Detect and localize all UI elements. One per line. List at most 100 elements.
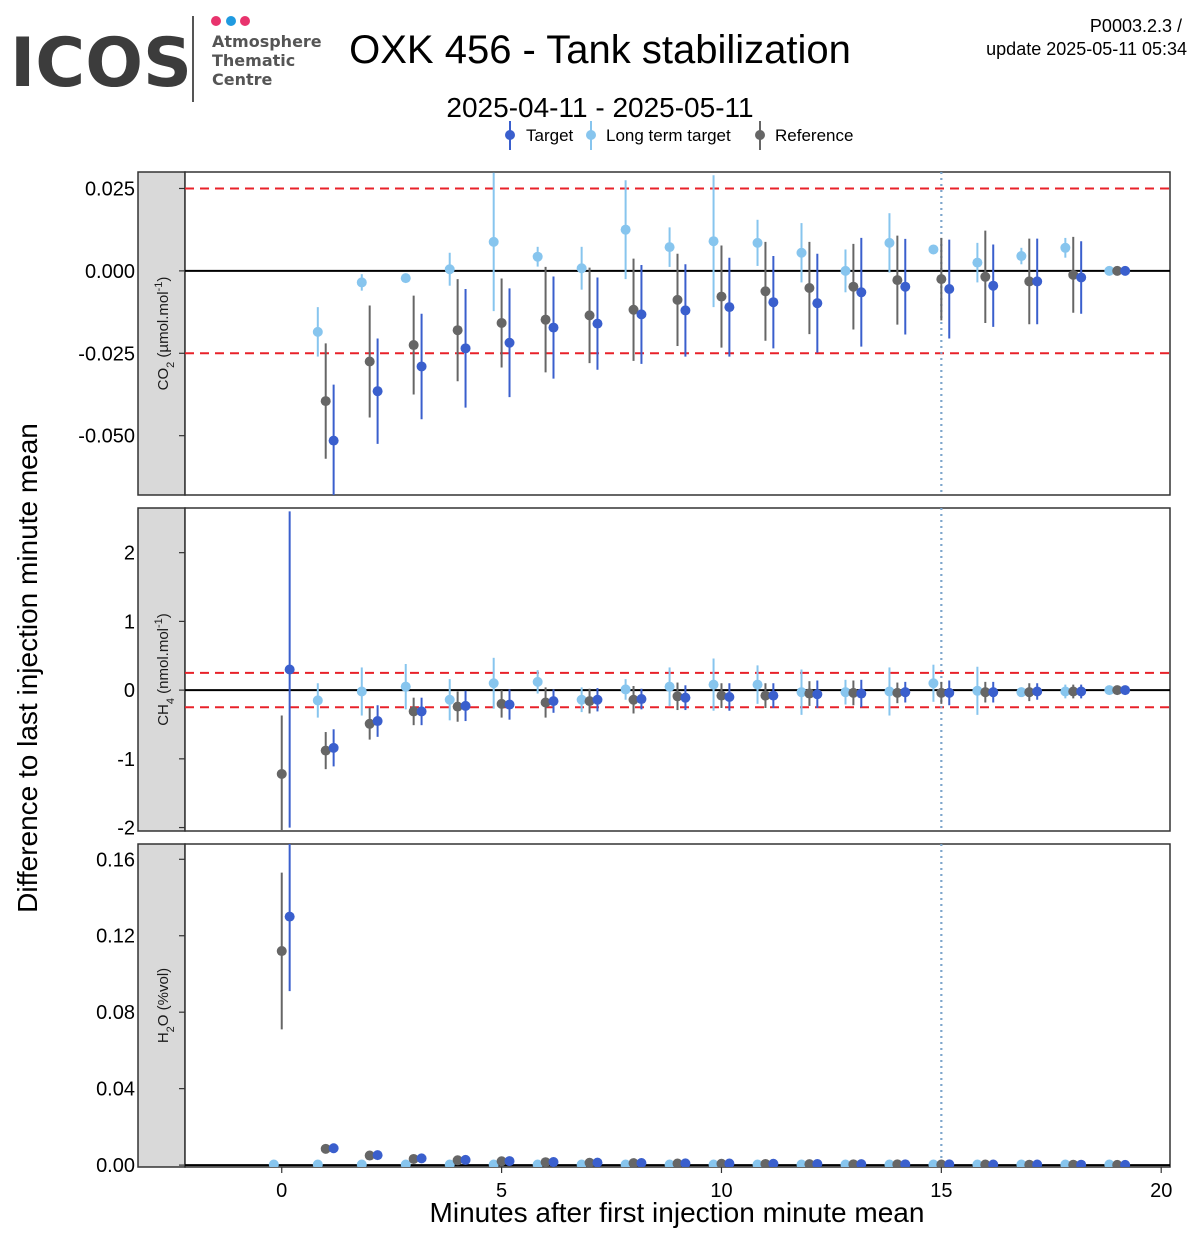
legend-label: Target [526,126,574,145]
update-timestamp: update 2025-05-11 05:34 [986,39,1187,59]
data-point [988,687,999,698]
series [284,511,1131,828]
data-point [724,691,735,702]
data-point [664,1159,675,1167]
data-point [628,694,639,705]
data-point [540,1157,551,1167]
data-point [1076,686,1087,697]
data-point [1024,1159,1035,1167]
data-point [364,356,375,367]
x-tick-label: 20 [1150,1180,1172,1202]
data-point [972,1159,983,1167]
y-tick-label: 0.12 [96,926,135,948]
data-point [444,694,455,705]
data-point [636,309,647,320]
data-point [936,687,947,698]
data-point [1024,276,1035,287]
data-point [532,251,543,262]
legend-label: Reference [775,126,853,145]
data-point [1024,687,1035,698]
data-point [928,244,939,255]
data-point [768,690,779,701]
panel: H2O (%vol) 0.00 0.04 0.08 0.12 0.16 [96,843,1171,1177]
data-point [796,1159,807,1167]
data-point [488,236,499,247]
data-point [760,1158,771,1167]
data-point [620,224,631,235]
data-point [620,1159,631,1167]
y-tick-label: 0.16 [96,849,135,871]
y-tick-label: -0.025 [78,343,135,365]
y-tick-label: 0 [124,680,135,702]
data-point [504,1156,515,1167]
icos-logo: ICOS Atmosphere Thematic Centre [10,16,322,103]
data-point [416,361,427,372]
y-tick-label: 2 [124,543,135,565]
data-point [1112,1159,1123,1167]
data-point [636,694,647,705]
legend-label: Long term target [606,126,731,145]
data-point [848,687,859,698]
y-tick-label: 1 [124,611,135,633]
data-point [496,1156,507,1167]
data-point [444,1159,455,1167]
data-point [900,687,911,698]
legend-entry: Long term target [586,121,731,150]
legend-entry: Target [505,121,574,150]
data-point [496,317,507,328]
data-point [980,1159,991,1167]
logo-dot [226,16,236,26]
data-point [372,386,383,397]
data-point [408,340,419,351]
data-point [312,1159,323,1167]
data-point [664,681,675,692]
data-point [328,1143,339,1154]
data-point [576,263,587,274]
data-point [804,1159,815,1167]
data-point [928,678,939,689]
series [276,872,1123,1167]
data-point [716,291,727,302]
data-point [400,681,411,692]
y-axis-title: Difference to last injection minute mean [12,423,43,913]
series [276,680,1123,831]
data-point [592,318,603,329]
series [320,230,1123,459]
data-point [944,1159,955,1167]
data-point [284,664,295,675]
data-point [856,287,867,298]
data-point [584,1157,595,1167]
chart-title: OXK 456 - Tank stabilization [349,28,851,72]
legend: Target Long term target Reference [505,121,853,150]
data-point [1068,269,1079,280]
data-point [460,343,471,354]
data-point [980,271,991,282]
data-point [840,265,851,276]
logo-dot [240,16,250,26]
panel-strip [137,507,186,832]
data-point [936,1159,947,1167]
data-point [1076,272,1087,283]
data-point [328,742,339,753]
data-point [1112,685,1123,696]
data-point [1060,1159,1071,1167]
logo-sub-line-3: Centre [212,70,273,89]
data-point [936,274,947,285]
y-tick-label: 0.025 [85,178,135,200]
data-point [372,1150,383,1161]
data-point [708,679,719,690]
data-point [460,1154,471,1165]
data-point [812,689,823,700]
data-point [848,281,859,292]
panel-strip [137,843,186,1168]
data-point [444,264,455,275]
y-tick-label: 0.00 [96,1155,135,1177]
data-point [504,337,515,348]
data-point [592,1157,603,1167]
data-point [532,676,543,687]
data-point [988,1159,999,1167]
panel-frame [184,507,1171,832]
data-point [400,1159,411,1167]
data-point [856,688,867,699]
